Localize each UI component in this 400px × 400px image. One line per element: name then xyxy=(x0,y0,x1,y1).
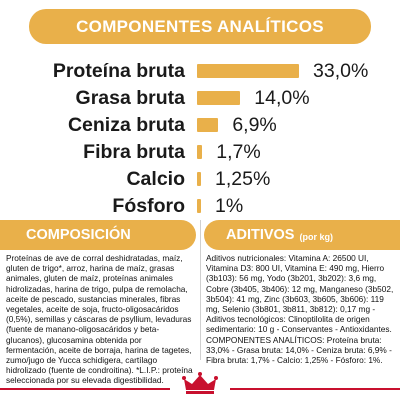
nutrient-value-label: 1,7% xyxy=(216,141,261,163)
nutrient-bar xyxy=(197,172,201,186)
additives-text: Aditivos nutricionales: Vitamina A: 2650… xyxy=(206,253,394,366)
nutrient-row-calcio: Calcio 1,25% xyxy=(0,165,400,193)
nutrient-bar xyxy=(197,199,201,213)
analytical-components-title: COMPONENTES ANALÍTICOS xyxy=(76,16,324,36)
nutrient-label: Grasa bruta xyxy=(75,87,185,109)
nutrient-value-label: 1% xyxy=(215,195,244,217)
nutrient-label: Fibra bruta xyxy=(83,141,185,163)
nutrient-value-label: 14,0% xyxy=(254,87,310,109)
column-divider xyxy=(200,220,201,360)
nutrient-label: Fósforo xyxy=(112,195,185,217)
composition-text: Proteínas de ave de corral deshidratadas… xyxy=(6,253,193,386)
footer-line-left xyxy=(0,388,170,390)
nutrient-row-ceniza-bruta: Ceniza bruta 6,9% xyxy=(0,111,400,139)
additives-header: ADITIVOS (por kg) xyxy=(204,220,400,250)
additives-subtitle: (por kg) xyxy=(299,231,333,242)
nutrient-row-fosforo: Fósforo 1% xyxy=(0,192,400,220)
nutrient-row-proteina-bruta: Proteína bruta 33,0% xyxy=(0,57,400,85)
nutrient-value-label: 6,9% xyxy=(232,114,277,136)
nutrient-bar xyxy=(197,118,219,132)
nutrient-label: Proteína bruta xyxy=(52,60,185,82)
composition-title: COMPOSICIÓN xyxy=(26,227,131,243)
nutrient-bar xyxy=(197,91,241,105)
nutrient-value-label: 1,25% xyxy=(215,168,271,190)
nutrient-bar xyxy=(197,64,299,78)
nutrient-bar xyxy=(197,145,203,159)
nutrient-row-fibra-bruta: Fibra bruta 1,7% xyxy=(0,138,400,166)
composition-header: COMPOSICIÓN xyxy=(0,220,196,250)
additives-title: ADITIVOS xyxy=(226,227,295,243)
analytical-components-header: COMPONENTES ANALÍTICOS xyxy=(29,9,371,44)
royal-canin-crown-logo xyxy=(182,372,218,394)
nutrient-row-grasa-bruta: Grasa bruta 14,0% xyxy=(0,84,400,112)
nutrient-value-label: 33,0% xyxy=(313,60,369,82)
brand-footer xyxy=(0,370,400,400)
nutrient-label: Calcio xyxy=(126,168,185,190)
footer-line-right xyxy=(230,388,400,390)
nutrient-label: Ceniza bruta xyxy=(67,114,185,136)
